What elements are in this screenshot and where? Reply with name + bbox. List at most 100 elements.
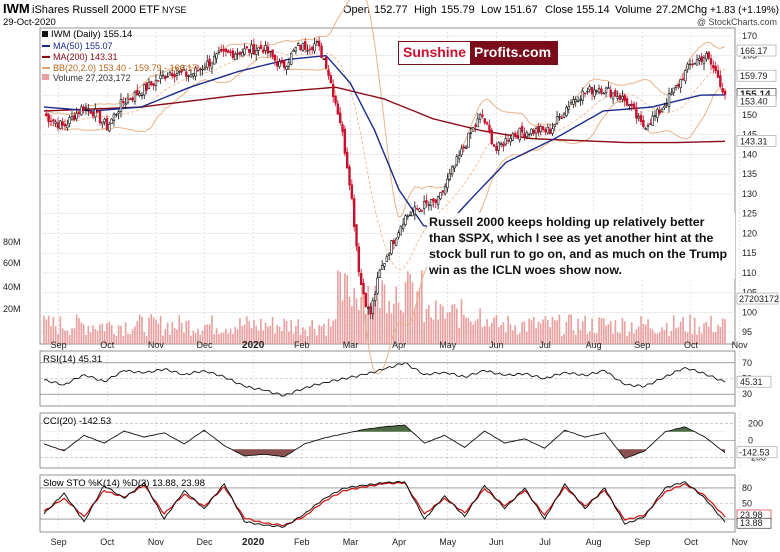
candle-body xyxy=(502,143,505,147)
candle-body xyxy=(311,46,314,50)
rsi-title: RSI(14) 45.31 xyxy=(43,354,102,365)
x-tick-label-bottom: Apr xyxy=(392,537,406,547)
price-candles xyxy=(45,36,727,320)
volume-bar xyxy=(586,333,589,344)
candle-body xyxy=(432,198,435,202)
volume-bar xyxy=(602,318,605,344)
candle-body xyxy=(322,58,326,61)
volume-bar xyxy=(616,332,619,344)
chg-label: Chg xyxy=(687,4,707,16)
candle-body xyxy=(338,112,342,124)
candle-body xyxy=(553,124,556,127)
candle-body xyxy=(245,46,249,49)
volume-bar xyxy=(677,327,680,344)
volume-bar xyxy=(558,314,561,344)
candle-body xyxy=(534,127,538,134)
volume-bar xyxy=(236,329,239,344)
candle-body xyxy=(133,91,137,102)
volume-bar xyxy=(710,315,712,344)
volume-bar xyxy=(362,290,365,344)
volume-bar xyxy=(304,329,307,344)
candle-body xyxy=(77,111,81,115)
volume-bar xyxy=(323,323,325,344)
volume-bar xyxy=(255,325,258,344)
candle-body xyxy=(462,146,465,149)
volume-bar xyxy=(215,328,218,344)
candle-body xyxy=(136,90,139,96)
candle-body xyxy=(460,148,463,156)
volume-bar xyxy=(682,316,684,344)
volume-bar xyxy=(633,333,635,344)
volume-bar xyxy=(204,325,206,344)
sto-tick-label: 80 xyxy=(742,483,752,493)
volume-bar xyxy=(656,333,659,344)
candle-body xyxy=(222,49,225,52)
candle-body xyxy=(558,116,561,118)
volume-bar xyxy=(525,331,528,344)
candle-body xyxy=(679,79,682,89)
candle-body xyxy=(632,103,636,110)
candle-body xyxy=(714,65,717,72)
candle-body xyxy=(140,94,144,97)
volume-bar xyxy=(388,300,390,344)
volume-bar xyxy=(584,315,586,344)
candle-body xyxy=(455,156,458,166)
x-tick-label: Mar xyxy=(343,340,359,350)
volume-bar xyxy=(537,321,540,344)
volume-bar xyxy=(313,328,316,344)
volume-bars xyxy=(43,270,726,344)
volume-bar xyxy=(194,333,197,344)
volume-bar xyxy=(497,327,500,344)
volume-bar xyxy=(208,324,211,344)
candle-body xyxy=(511,133,514,141)
candle-body xyxy=(82,106,85,112)
volume-bar xyxy=(502,322,505,344)
candle-body xyxy=(539,126,542,132)
volume-bar xyxy=(535,328,537,344)
candle-body xyxy=(450,166,454,175)
volume-bar xyxy=(283,318,286,344)
volume-bar xyxy=(574,334,577,344)
candle-body xyxy=(646,124,650,127)
candle-body xyxy=(567,106,570,110)
volume-bar xyxy=(700,333,703,344)
candle-body xyxy=(394,238,398,246)
volume-bar xyxy=(309,326,311,344)
volume-bar xyxy=(409,274,411,344)
rsi-value-label: 45.31 xyxy=(740,377,763,387)
candle-body xyxy=(677,84,680,87)
volume-bar xyxy=(488,326,491,344)
candle-body xyxy=(527,133,531,136)
volume-bar xyxy=(402,312,404,344)
candle-body xyxy=(623,94,626,101)
candle-body xyxy=(476,118,479,128)
candle-body xyxy=(392,240,396,245)
x-tick-label: May xyxy=(439,340,457,350)
volume-bar xyxy=(495,315,498,344)
x-tick-label: Sep xyxy=(51,340,67,350)
candle-body xyxy=(574,99,577,103)
candle-body xyxy=(681,78,685,81)
y-tick-label: 150 xyxy=(742,110,757,120)
x-tick-label-bottom: Feb xyxy=(294,537,310,547)
volume-bar xyxy=(691,334,694,344)
candle-body xyxy=(369,306,372,315)
candle-body xyxy=(196,70,200,72)
candle-body xyxy=(299,45,302,51)
candle-body xyxy=(124,103,127,106)
volume-bar xyxy=(290,319,293,344)
candle-body xyxy=(108,123,111,132)
candle-body xyxy=(439,192,442,200)
high-label: High xyxy=(414,4,437,16)
candle-body xyxy=(702,57,706,65)
volume-bar xyxy=(222,332,225,344)
volume-bar xyxy=(171,322,174,344)
volume-bar xyxy=(64,330,66,344)
candle-body xyxy=(126,98,130,103)
candle-body xyxy=(217,50,221,53)
candle-body xyxy=(194,67,197,77)
volume-bar xyxy=(565,321,568,344)
volume-bar xyxy=(516,334,519,344)
volume-bar xyxy=(658,332,661,344)
volume-bar xyxy=(546,320,549,344)
